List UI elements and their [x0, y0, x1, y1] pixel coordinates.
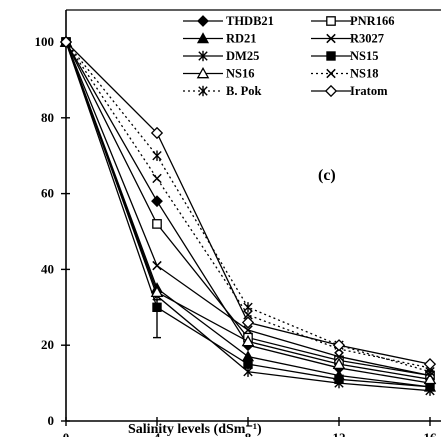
legend-label-r3027: R3027	[350, 32, 384, 46]
y-tick-label: 40	[41, 261, 54, 276]
legend-label-thdb21: THDB21	[226, 14, 274, 28]
data-point-rd21	[243, 351, 253, 360]
x-axis-title: Salinity levels (dSm⁻¹)	[128, 422, 262, 437]
data-point-ns18	[153, 174, 161, 182]
legend-label-ns15: NS15	[350, 49, 378, 63]
data-point-r3027	[153, 261, 161, 269]
legend-marker-thdb21	[198, 16, 208, 26]
legend-marker-b-pok	[199, 86, 207, 96]
y-tick-label: 80	[41, 110, 54, 125]
legend-marker-iratom	[326, 86, 336, 96]
y-tick-label: 60	[41, 186, 54, 201]
legend-label-ns18: NS18	[350, 67, 378, 81]
data-point-ns15	[335, 375, 343, 383]
legend-marker-ns18	[327, 69, 335, 77]
panel-label: (c)	[318, 167, 336, 184]
data-point-b-pok	[153, 151, 161, 161]
legend-marker-ns15	[327, 52, 335, 60]
data-point-pnr166	[153, 220, 161, 228]
legend-label-b-pok: B. Pok	[226, 84, 261, 98]
y-tick-label: 20	[41, 337, 54, 352]
y-tick-label: 100	[35, 34, 55, 49]
x-tick-label: 0	[63, 430, 70, 437]
legend-label-pnr166: PNR166	[350, 14, 394, 28]
data-point-b-pok	[244, 302, 252, 312]
legend-marker-pnr166	[327, 17, 335, 25]
x-tick-label: 12	[333, 430, 346, 437]
data-point-ns15	[244, 360, 252, 368]
data-point-thdb21	[152, 196, 162, 206]
legend-label-rd21: RD21	[226, 32, 257, 46]
legend: THDB21 PNR166 RD21 R3027 DM25 NS15 NS16 NS18 B. …	[183, 14, 394, 98]
legend-label-iratom: Iratom	[350, 84, 388, 98]
y-tick-label: 0	[48, 413, 55, 428]
legend-label-dm25: DM25	[226, 49, 259, 63]
x-tick-label: 16	[424, 430, 438, 437]
legend-label-ns16: NS16	[226, 67, 254, 81]
